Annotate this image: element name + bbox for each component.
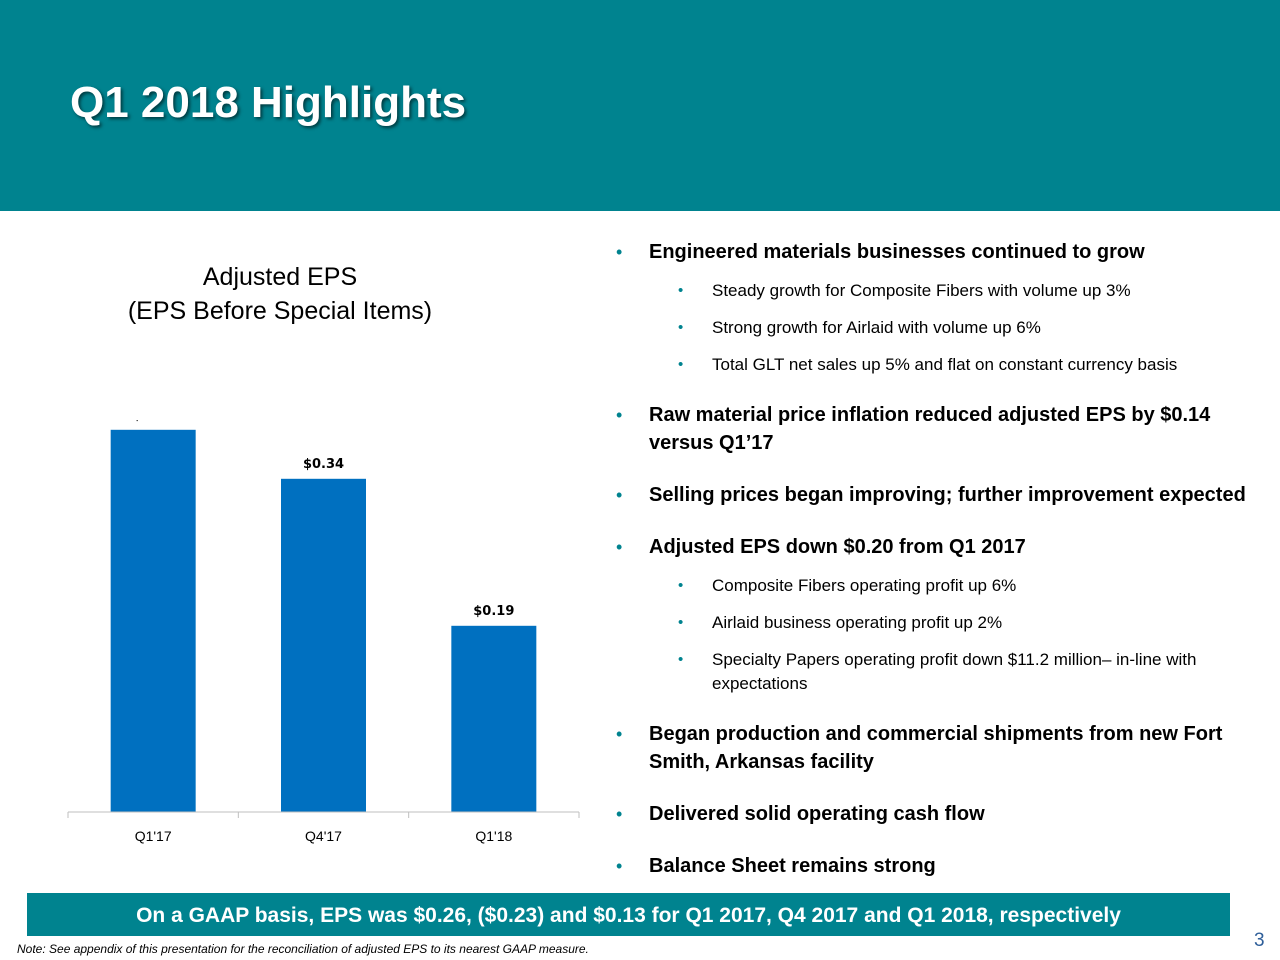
- page-number: 3: [1254, 930, 1265, 951]
- bullet-fort-smith: Began production and commercial shipment…: [612, 720, 1278, 776]
- x-tick-label-2: Q1'18: [475, 828, 512, 844]
- sub-bullet-net-sales: Total GLT net sales up 5% and flat on co…: [612, 353, 1278, 377]
- highlights-list: Engineered materials businesses continue…: [612, 238, 1278, 904]
- bullet-adjusted-eps: Adjusted EPS down $0.20 from Q1 2017: [612, 533, 1278, 561]
- chart-title: Adjusted EPS: [202, 263, 358, 291]
- sub-bullet-composite-fibers-profit: Composite Fibers operating profit up 6%: [612, 574, 1278, 598]
- bullet-cash-flow: Delivered solid operating cash flow: [612, 800, 1278, 828]
- bar-0: [110, 429, 196, 812]
- eps-bar-chart: $0.39 Q1'17 $0.34 Q4'17 $0.19 Q1'18: [67, 420, 580, 844]
- sub-bullet-specialty-papers: Specialty Papers operating profit down $…: [612, 648, 1278, 696]
- page-title: Q1 2018 Highlights: [70, 78, 467, 127]
- bullet-raw-material: Raw material price inflation reduced adj…: [612, 401, 1278, 457]
- bar-1: [281, 478, 366, 812]
- x-tick-label-0: Q1'17: [135, 828, 172, 844]
- bullet-balance-sheet: Balance Sheet remains strong: [612, 852, 1278, 880]
- chart-subtitle: (EPS Before Special Items): [127, 297, 433, 325]
- sub-bullet-airlaid-volume: Strong growth for Airlaid with volume up…: [612, 316, 1278, 340]
- data-label-1: $0.34: [303, 457, 344, 472]
- chart-title-block: Adjusted EPS (EPS Before Special Items): [80, 260, 480, 328]
- footnote: Note: See appendix of this presentation …: [17, 942, 589, 956]
- bar-2: [451, 625, 537, 812]
- data-label-0: $0.39: [133, 420, 174, 423]
- header-bar: Q1 2018 Highlights: [0, 0, 1280, 211]
- gaap-eps-banner: On a GAAP basis, EPS was $0.26, ($0.23) …: [27, 893, 1230, 936]
- bullet-selling-prices: Selling prices began improving; further …: [612, 481, 1278, 509]
- x-tick-label-1: Q4'17: [305, 828, 342, 844]
- sub-bullet-composite-fibers-volume: Steady growth for Composite Fibers with …: [612, 279, 1278, 303]
- sub-bullet-airlaid-profit: Airlaid business operating profit up 2%: [612, 611, 1278, 635]
- bullet-engineered-materials: Engineered materials businesses continue…: [612, 238, 1278, 266]
- data-label-2: $0.19: [473, 604, 514, 619]
